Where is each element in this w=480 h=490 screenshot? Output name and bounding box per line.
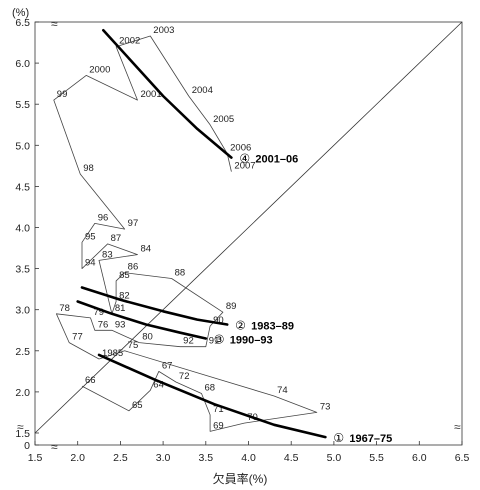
- fitted-curve-3: [76, 300, 208, 340]
- x-tick-label: 2.5: [113, 452, 128, 464]
- point-label-73: 73: [320, 401, 331, 412]
- point-label-74: 74: [277, 385, 288, 396]
- point-label-84: 84: [140, 244, 151, 255]
- tick-labels: 1.5 2.0 2.5 3.0 3.5 4.0 4.5 5.0 5.5 6.0 6.5 01.5 2.0…: [15, 17, 469, 464]
- y-tick-label: 5.5: [15, 99, 30, 111]
- x-tick-label: 6.5: [455, 452, 470, 464]
- y-tick-label: 1.5: [15, 428, 30, 440]
- plot-frame: ≈ ≈ ≈ ≈: [17, 17, 463, 454]
- y-axis-label: (%): [12, 7, 29, 19]
- x-axis-label: 欠員率(%): [213, 471, 268, 486]
- point-label-85: 85: [119, 270, 130, 281]
- curve-period: 1983–89: [251, 320, 294, 332]
- x-tick-label: 2.0: [70, 452, 85, 464]
- curve-period: 2001–06: [255, 154, 298, 166]
- x-tick-label: 4.5: [284, 452, 299, 464]
- point-label-98: 98: [83, 163, 94, 174]
- point-label-82: 82: [119, 290, 130, 301]
- point-label-71: 71: [213, 404, 224, 415]
- reference-line: [34, 21, 463, 434]
- y-axis-break-right: ≈: [454, 420, 461, 434]
- point-label-66: 66: [85, 375, 96, 386]
- point-label-2004: 2004: [192, 85, 213, 96]
- point-label-2002: 2002: [119, 36, 140, 47]
- point-label-78: 78: [59, 303, 70, 314]
- point-label-88: 88: [175, 267, 186, 278]
- curve-number: ①: [333, 431, 344, 445]
- point-label-67: 67: [162, 360, 173, 371]
- x-axis-break-top: ≈: [51, 17, 58, 31]
- y-tick-label: 5.0: [15, 140, 30, 152]
- curve-label-4: ④ 2001–06: [239, 152, 298, 166]
- point-label-72: 72: [179, 371, 190, 382]
- x-tick-label: 3.0: [156, 452, 171, 464]
- y-tick-label: 4.0: [15, 223, 30, 235]
- point-label-64: 64: [153, 379, 164, 390]
- y-tick-label: 2.0: [15, 387, 30, 399]
- point-label-97: 97: [128, 218, 139, 229]
- y-tick-label: 3.5: [15, 264, 30, 276]
- curve-label-2: ② 1983–89: [235, 318, 294, 332]
- curve-label-3: ③ 1990–93: [214, 332, 273, 346]
- point-label-80: 80: [142, 332, 153, 343]
- x-tick-label: 4.0: [241, 452, 256, 464]
- fitted-curve-1: [97, 353, 327, 439]
- y-tick-label: 0: [24, 440, 30, 452]
- fitted-curve-4: [102, 28, 233, 159]
- curve-label-1: ① 1967–75: [333, 431, 392, 445]
- y-tick-label: 2.5: [15, 346, 30, 358]
- point-label-95: 95: [85, 231, 96, 242]
- curve-period: 1990–93: [230, 334, 273, 346]
- point-label-68: 68: [205, 383, 216, 394]
- curve-number: ②: [235, 318, 246, 332]
- y-tick-label: 4.5: [15, 181, 30, 193]
- point-label-65: 65: [132, 400, 143, 411]
- x-tick-label: 1.5: [28, 452, 43, 464]
- point-label-83: 83: [102, 249, 113, 260]
- curve-period: 1967–75: [349, 433, 392, 445]
- point-label-89: 89: [226, 301, 237, 312]
- x-tick-label: 6.0: [412, 452, 427, 464]
- point-label-2005: 2005: [213, 114, 234, 125]
- point-label-1985: 1985: [102, 348, 123, 359]
- point-label-91: 91: [209, 336, 220, 347]
- x-tick-label: 3.5: [198, 452, 213, 464]
- fitted-curves: ① 1967–75 ② 1983–89 ③ 1990–93 ④ 2001–06: [76, 28, 392, 445]
- point-label-2000: 2000: [89, 64, 110, 75]
- y-tick-label: 6.5: [15, 17, 30, 29]
- y-axis-break-left: ≈: [17, 420, 24, 434]
- point-label-2007: 2007: [234, 161, 255, 172]
- plot-border: [34, 21, 463, 446]
- point-label-99: 99: [57, 89, 68, 100]
- point-label-90: 90: [213, 315, 224, 326]
- point-label-96: 96: [98, 212, 109, 223]
- point-label-87: 87: [111, 233, 122, 244]
- point-label-76: 76: [98, 319, 109, 330]
- curve-number: ④: [239, 152, 250, 166]
- fitted-curve-2: [80, 286, 229, 326]
- diagonal-45-line: [34, 21, 463, 434]
- y-tick-label: 3.0: [15, 305, 30, 317]
- point-label-86: 86: [128, 262, 139, 273]
- point-label-2003: 2003: [153, 25, 174, 36]
- point-label-2001: 2001: [140, 89, 161, 100]
- point-label-93: 93: [115, 319, 126, 330]
- curve-number: ③: [214, 332, 225, 346]
- point-label-77: 77: [72, 332, 83, 343]
- point-label-94: 94: [85, 258, 96, 269]
- point-label-92: 92: [183, 336, 194, 347]
- point-label-2006: 2006: [230, 143, 251, 154]
- point-label-75: 75: [128, 340, 139, 351]
- x-tick-label: 5.0: [327, 452, 342, 464]
- trajectory-line: [53, 35, 318, 432]
- point-label-69: 69: [213, 420, 224, 431]
- x-axis-break-bottom: ≈: [51, 440, 58, 454]
- y-tick-label: 6.0: [15, 58, 30, 70]
- x-tick-label: 5.5: [369, 452, 384, 464]
- point-label-81: 81: [115, 303, 126, 314]
- point-label-79: 79: [94, 307, 105, 318]
